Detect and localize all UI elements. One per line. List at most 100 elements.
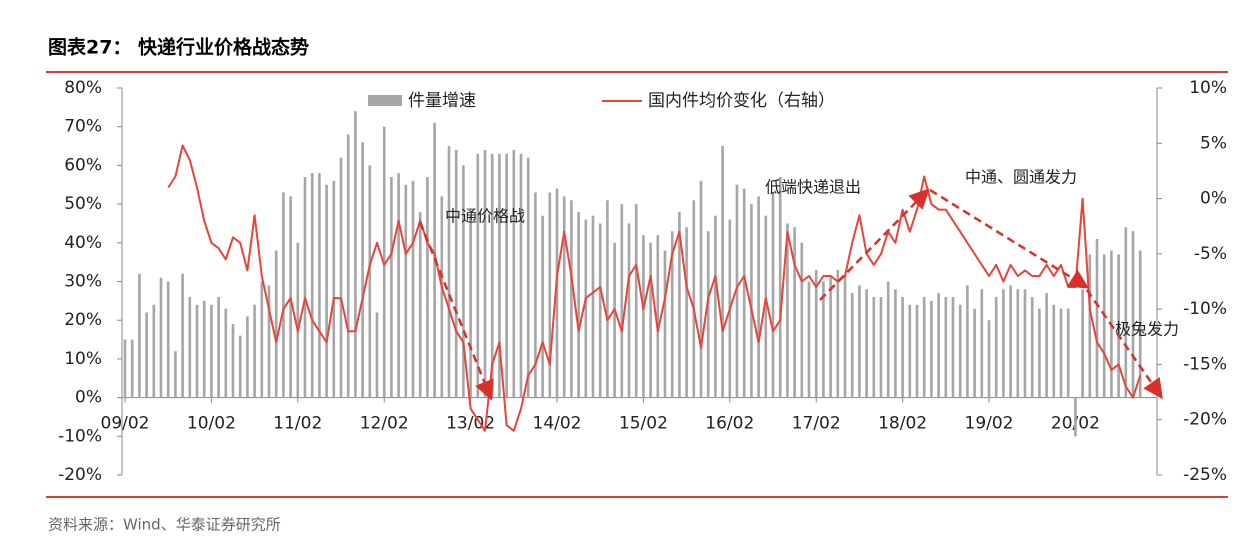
y2-tick-label: -25%: [1183, 465, 1227, 485]
bar: [1088, 254, 1092, 398]
y2-tick-label: -20%: [1183, 410, 1227, 430]
bar: [1102, 254, 1106, 398]
x-tick-label: 13/02: [446, 414, 495, 434]
bar: [678, 211, 681, 398]
bar: [310, 173, 314, 398]
annotation: 极兔发力: [1115, 320, 1179, 339]
bar: [908, 304, 912, 398]
x-tick-label: 14/02: [533, 414, 582, 434]
bar: [469, 215, 472, 398]
bar: [994, 296, 998, 398]
bar: [267, 285, 271, 398]
bar: [1045, 293, 1048, 398]
bar: [1131, 231, 1135, 398]
bar: [512, 149, 516, 398]
bar: [750, 204, 753, 398]
bar: [922, 296, 926, 398]
bar: [418, 211, 422, 398]
bar: [519, 153, 523, 398]
y2-tick-label: 0%: [1200, 189, 1227, 209]
bar: [1009, 285, 1012, 398]
x-tick-label: 09/02: [101, 414, 150, 434]
bar: [174, 351, 177, 398]
bar: [879, 296, 883, 398]
bar: [555, 188, 559, 398]
bar: [404, 184, 408, 398]
bar: [850, 293, 854, 398]
bar: [1059, 308, 1063, 398]
bar: [872, 296, 876, 398]
bar: [130, 339, 134, 398]
y-tick-label: 40%: [64, 233, 102, 253]
x-tick-label: 11/02: [273, 414, 322, 434]
bar: [642, 235, 645, 398]
y-tick-label: 0%: [75, 388, 102, 408]
bar: [980, 289, 984, 398]
bar: [346, 134, 350, 398]
y-tick-label: 60%: [64, 155, 102, 175]
x-tick-label: 15/02: [619, 414, 668, 434]
bar: [1002, 289, 1005, 398]
y-tick-label: 30%: [64, 272, 102, 292]
bar: [656, 235, 660, 398]
bar: [865, 289, 868, 398]
bar: [476, 153, 480, 398]
bar: [901, 296, 904, 398]
bar: [490, 153, 494, 398]
bar: [447, 146, 451, 398]
bar: [894, 289, 897, 398]
bar: [483, 149, 487, 398]
bar: [217, 296, 220, 398]
bar: [577, 211, 580, 398]
bar: [1038, 308, 1041, 398]
bar: [246, 316, 249, 398]
bar: [699, 180, 703, 398]
bar: [332, 180, 336, 398]
bar: [145, 312, 148, 398]
x-tick-label: 12/02: [360, 414, 409, 434]
bar: [613, 242, 616, 398]
bar: [620, 204, 624, 398]
bar: [692, 200, 696, 398]
bar: [685, 227, 688, 398]
annotation: 中通价格战: [445, 207, 525, 226]
y2-tick-label: 5%: [1200, 133, 1227, 153]
bar: [1023, 289, 1027, 398]
bar: [303, 177, 307, 398]
bar: [505, 153, 508, 398]
bar: [584, 219, 588, 398]
trend-arrows: [418, 188, 1163, 401]
line: [167, 144, 1142, 432]
bar: [260, 281, 264, 398]
bar: [318, 173, 321, 398]
bar: [706, 231, 710, 398]
y-tick-label: 70%: [64, 117, 102, 137]
bar: [210, 304, 213, 398]
bar: [1117, 254, 1120, 398]
y2-tick-label: -10%: [1183, 299, 1227, 319]
bar: [1124, 227, 1128, 398]
bar: [1081, 289, 1084, 398]
bar: [836, 269, 840, 398]
y-tick-label: 80%: [64, 78, 102, 98]
bar: [202, 300, 206, 398]
bar: [188, 296, 192, 398]
bar: [958, 304, 962, 398]
x-tick-label: 18/02: [878, 414, 927, 434]
bar: [282, 192, 285, 398]
bar: [987, 320, 991, 398]
bar: [397, 173, 400, 398]
annotation: 低端快递退出: [765, 178, 861, 197]
annotation: 中通、圆通发力: [965, 168, 1077, 187]
bar: [541, 215, 544, 398]
bar: [937, 293, 940, 398]
bar: [606, 200, 609, 398]
bar: [426, 177, 429, 398]
bar: [339, 157, 343, 398]
bar: [534, 192, 537, 398]
bar: [548, 192, 552, 398]
bar: [829, 277, 832, 398]
y-tick-label: -10%: [58, 426, 102, 446]
y-tick-label: 10%: [64, 349, 102, 369]
bar: [224, 308, 228, 398]
